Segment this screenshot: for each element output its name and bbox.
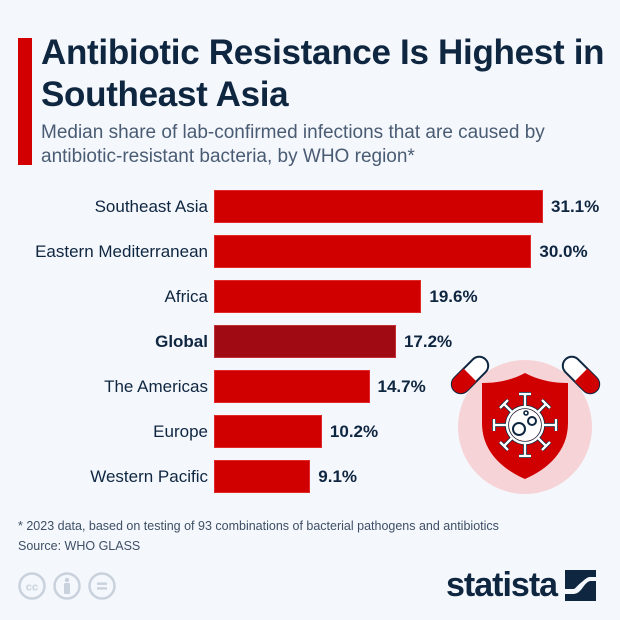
statista-logo[interactable]: statista bbox=[446, 566, 597, 604]
footnote-note: * 2023 data, based on testing of 93 comb… bbox=[18, 519, 499, 533]
chart-subtitle: Median share of lab-confirmed infections… bbox=[41, 122, 545, 167]
bar bbox=[214, 235, 532, 268]
bar-row: Eastern Mediterranean 30.0% bbox=[0, 235, 620, 268]
bar bbox=[214, 415, 322, 448]
bar-row: Southeast Asia 31.1% bbox=[0, 190, 620, 223]
value-label: 31.1% bbox=[551, 197, 600, 216]
bar-row: Global 17.2% bbox=[0, 325, 620, 358]
no-derivatives-icon[interactable] bbox=[88, 572, 116, 600]
value-label: 19.6% bbox=[429, 287, 478, 306]
bar bbox=[214, 280, 422, 313]
bar bbox=[214, 370, 370, 403]
pill-icon bbox=[450, 355, 490, 395]
chart-title: Antibiotic Resistance Is Highest in Sout… bbox=[41, 33, 605, 114]
pill-icon bbox=[561, 355, 601, 395]
statista-logo-icon bbox=[565, 569, 597, 601]
bar-highlight bbox=[214, 325, 396, 358]
value-label: 10.2% bbox=[329, 422, 379, 441]
bar-row: The Americas 14.7% bbox=[0, 370, 620, 403]
svg-text:cc: cc bbox=[26, 582, 38, 594]
cc-icon[interactable]: cc bbox=[18, 572, 46, 600]
bar-row: Western Pacific 9.1% bbox=[0, 460, 620, 493]
value-label: 30.0% bbox=[539, 242, 588, 261]
value-label: 17.2% bbox=[403, 332, 453, 351]
antibiotic-shield-illustration bbox=[450, 355, 601, 494]
category-label: Southeast Asia bbox=[94, 197, 208, 216]
footnote-source: Source: WHO GLASS bbox=[18, 539, 141, 553]
brand-name: statista bbox=[446, 566, 558, 604]
category-label: Eastern Mediterranean bbox=[35, 242, 208, 261]
category-label: Western Pacific bbox=[90, 467, 208, 486]
bar bbox=[214, 190, 544, 223]
license-icons: cc bbox=[18, 572, 116, 600]
category-label: Europe bbox=[153, 422, 208, 441]
bar bbox=[214, 460, 311, 493]
bar-row: Africa 19.6% bbox=[0, 280, 620, 313]
value-label: 14.7% bbox=[377, 377, 426, 396]
category-label: The Americas bbox=[104, 377, 208, 396]
category-label: Global bbox=[155, 332, 208, 351]
attribution-icon[interactable] bbox=[53, 572, 81, 600]
category-label: Africa bbox=[164, 287, 208, 306]
value-label: 9.1% bbox=[318, 467, 358, 486]
footnote: * 2023 data, based on testing of 93 comb… bbox=[18, 516, 499, 556]
title-accent-bar bbox=[18, 38, 32, 165]
bar-row: Europe 10.2% bbox=[0, 415, 620, 448]
